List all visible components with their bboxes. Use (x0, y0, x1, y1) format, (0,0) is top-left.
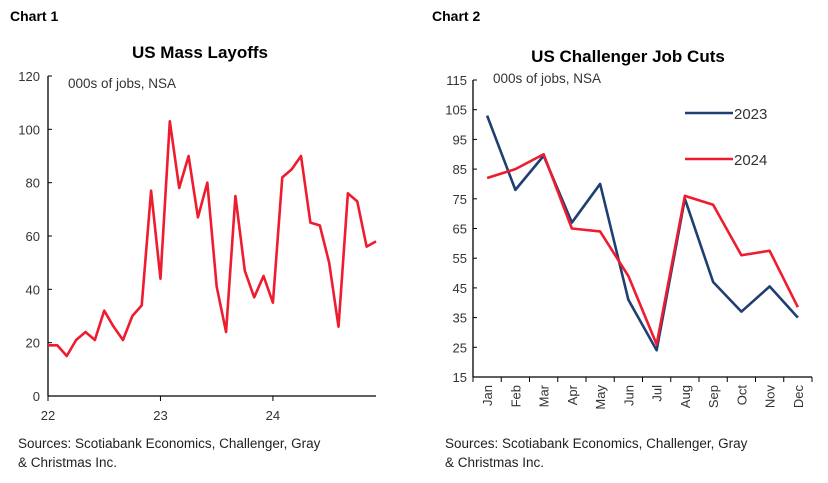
y-tick-label: 15 (453, 370, 467, 385)
x-tick-label: Sep (706, 385, 721, 408)
y-tick-label: 40 (26, 282, 40, 297)
series-line (48, 120, 377, 358)
legend-label-2023: 2023 (734, 106, 767, 123)
x-tick-label: May (593, 385, 608, 410)
y-tick-label: 100 (18, 122, 40, 137)
series-line-2023 (485, 115, 799, 352)
chart-1-annotation: 000s of jobs, NSA (68, 76, 176, 91)
x-tick-label: Jan (480, 385, 495, 406)
chart-2-label: Chart 2 (432, 8, 480, 24)
chart-1-source-2: & Christmas Inc. (18, 455, 117, 470)
chart-1-source-1: Sources: Scotiabank Economics, Challenge… (18, 436, 321, 451)
x-tick-label: Jul (650, 385, 665, 402)
y-tick-label: 55 (453, 251, 467, 266)
x-tick-label: Apr (565, 384, 580, 405)
y-tick-label: 85 (453, 162, 467, 177)
x-tick-label: 22 (41, 408, 55, 423)
x-tick-label: Nov (763, 385, 778, 409)
x-tick-label: Dec (791, 385, 806, 409)
y-tick-label: 75 (453, 192, 467, 207)
series-line-2024 (486, 152, 800, 346)
x-tick-label: Mar (537, 384, 552, 407)
chart-2: Chart 2 US Challenger Job Cuts 000s of j… (432, 8, 813, 470)
legend-label-2024: 2024 (734, 152, 767, 169)
x-tick-label: Oct (734, 385, 749, 406)
y-tick-label: 65 (453, 222, 467, 237)
chart-1: Chart 1 US Mass Layoffs 000s of jobs, NS… (10, 8, 377, 470)
chart-2-annotation: 000s of jobs, NSA (493, 71, 601, 86)
y-tick-label: 60 (26, 229, 40, 244)
y-tick-label: 120 (18, 69, 40, 84)
x-tick-label: Feb (508, 385, 523, 407)
x-tick-label: Jun (621, 385, 636, 406)
x-tick-label: 24 (266, 408, 280, 423)
x-tick-label: Aug (678, 385, 693, 408)
y-tick-label: 25 (453, 340, 467, 355)
chart-1-label: Chart 1 (10, 8, 58, 24)
y-tick-label: 35 (453, 311, 467, 326)
y-tick-label: 95 (453, 132, 467, 147)
chart-1-title: US Mass Layoffs (132, 43, 268, 62)
y-tick-label: 105 (445, 103, 467, 118)
y-tick-label: 80 (26, 176, 40, 191)
y-tick-label: 45 (453, 281, 467, 296)
y-tick-label: 115 (446, 73, 467, 88)
chart-2-source-2: & Christmas Inc. (445, 455, 544, 470)
x-tick-label: 23 (153, 408, 167, 423)
y-tick-label: 0 (33, 389, 40, 404)
y-tick-label: 20 (26, 336, 40, 351)
chart-2-source-1: Sources: Scotiabank Economics, Challenge… (445, 436, 748, 451)
chart-2-title: US Challenger Job Cuts (531, 47, 725, 66)
